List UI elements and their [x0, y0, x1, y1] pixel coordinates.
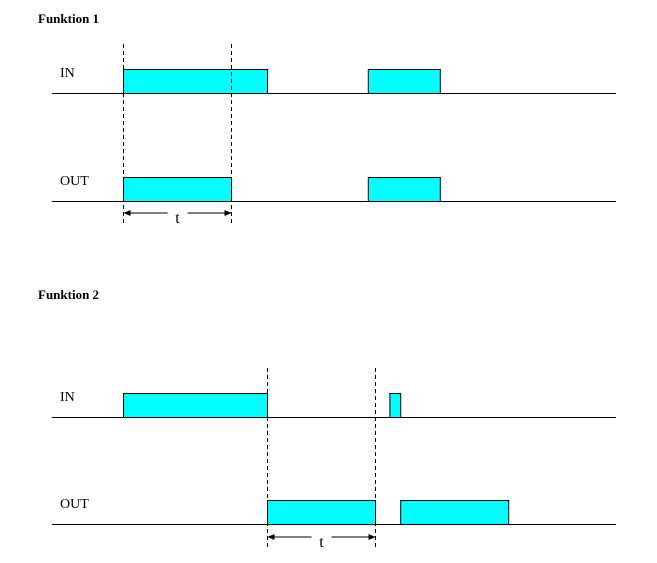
signal-label-in: IN: [60, 390, 75, 405]
pulse: [367, 177, 441, 202]
pulse: [400, 500, 510, 525]
section-title: Funktion 1: [38, 11, 99, 26]
timer-t: t: [267, 534, 376, 551]
signal-out: OUT: [52, 174, 616, 202]
timer-t: t: [123, 210, 232, 227]
signal-in: IN: [52, 390, 616, 418]
signal-label-out: OUT: [60, 497, 89, 512]
pulse: [123, 393, 268, 418]
pulse: [123, 177, 232, 202]
pulse: [367, 69, 441, 94]
pulse: [123, 69, 268, 94]
signal-label-in: IN: [60, 66, 75, 81]
pulse: [267, 500, 376, 525]
timer-label: t: [175, 210, 180, 227]
pulses-in: [123, 393, 402, 418]
pulses-in: [123, 69, 441, 94]
section-funktion-1: Funktion 1 IN OUT t: [38, 11, 616, 227]
guide-lines: [123, 44, 232, 224]
pulses-out: [267, 500, 510, 525]
section-title: Funktion 2: [38, 287, 99, 302]
signal-out: OUT: [52, 497, 616, 525]
signal-label-out: OUT: [60, 174, 89, 189]
pulses-out: [123, 177, 441, 202]
signal-in: IN: [52, 66, 616, 94]
guide-lines: [267, 368, 376, 547]
timer-label: t: [319, 534, 324, 551]
section-funktion-2: Funktion 2 IN OUT t: [38, 287, 616, 551]
pulse: [389, 393, 402, 418]
